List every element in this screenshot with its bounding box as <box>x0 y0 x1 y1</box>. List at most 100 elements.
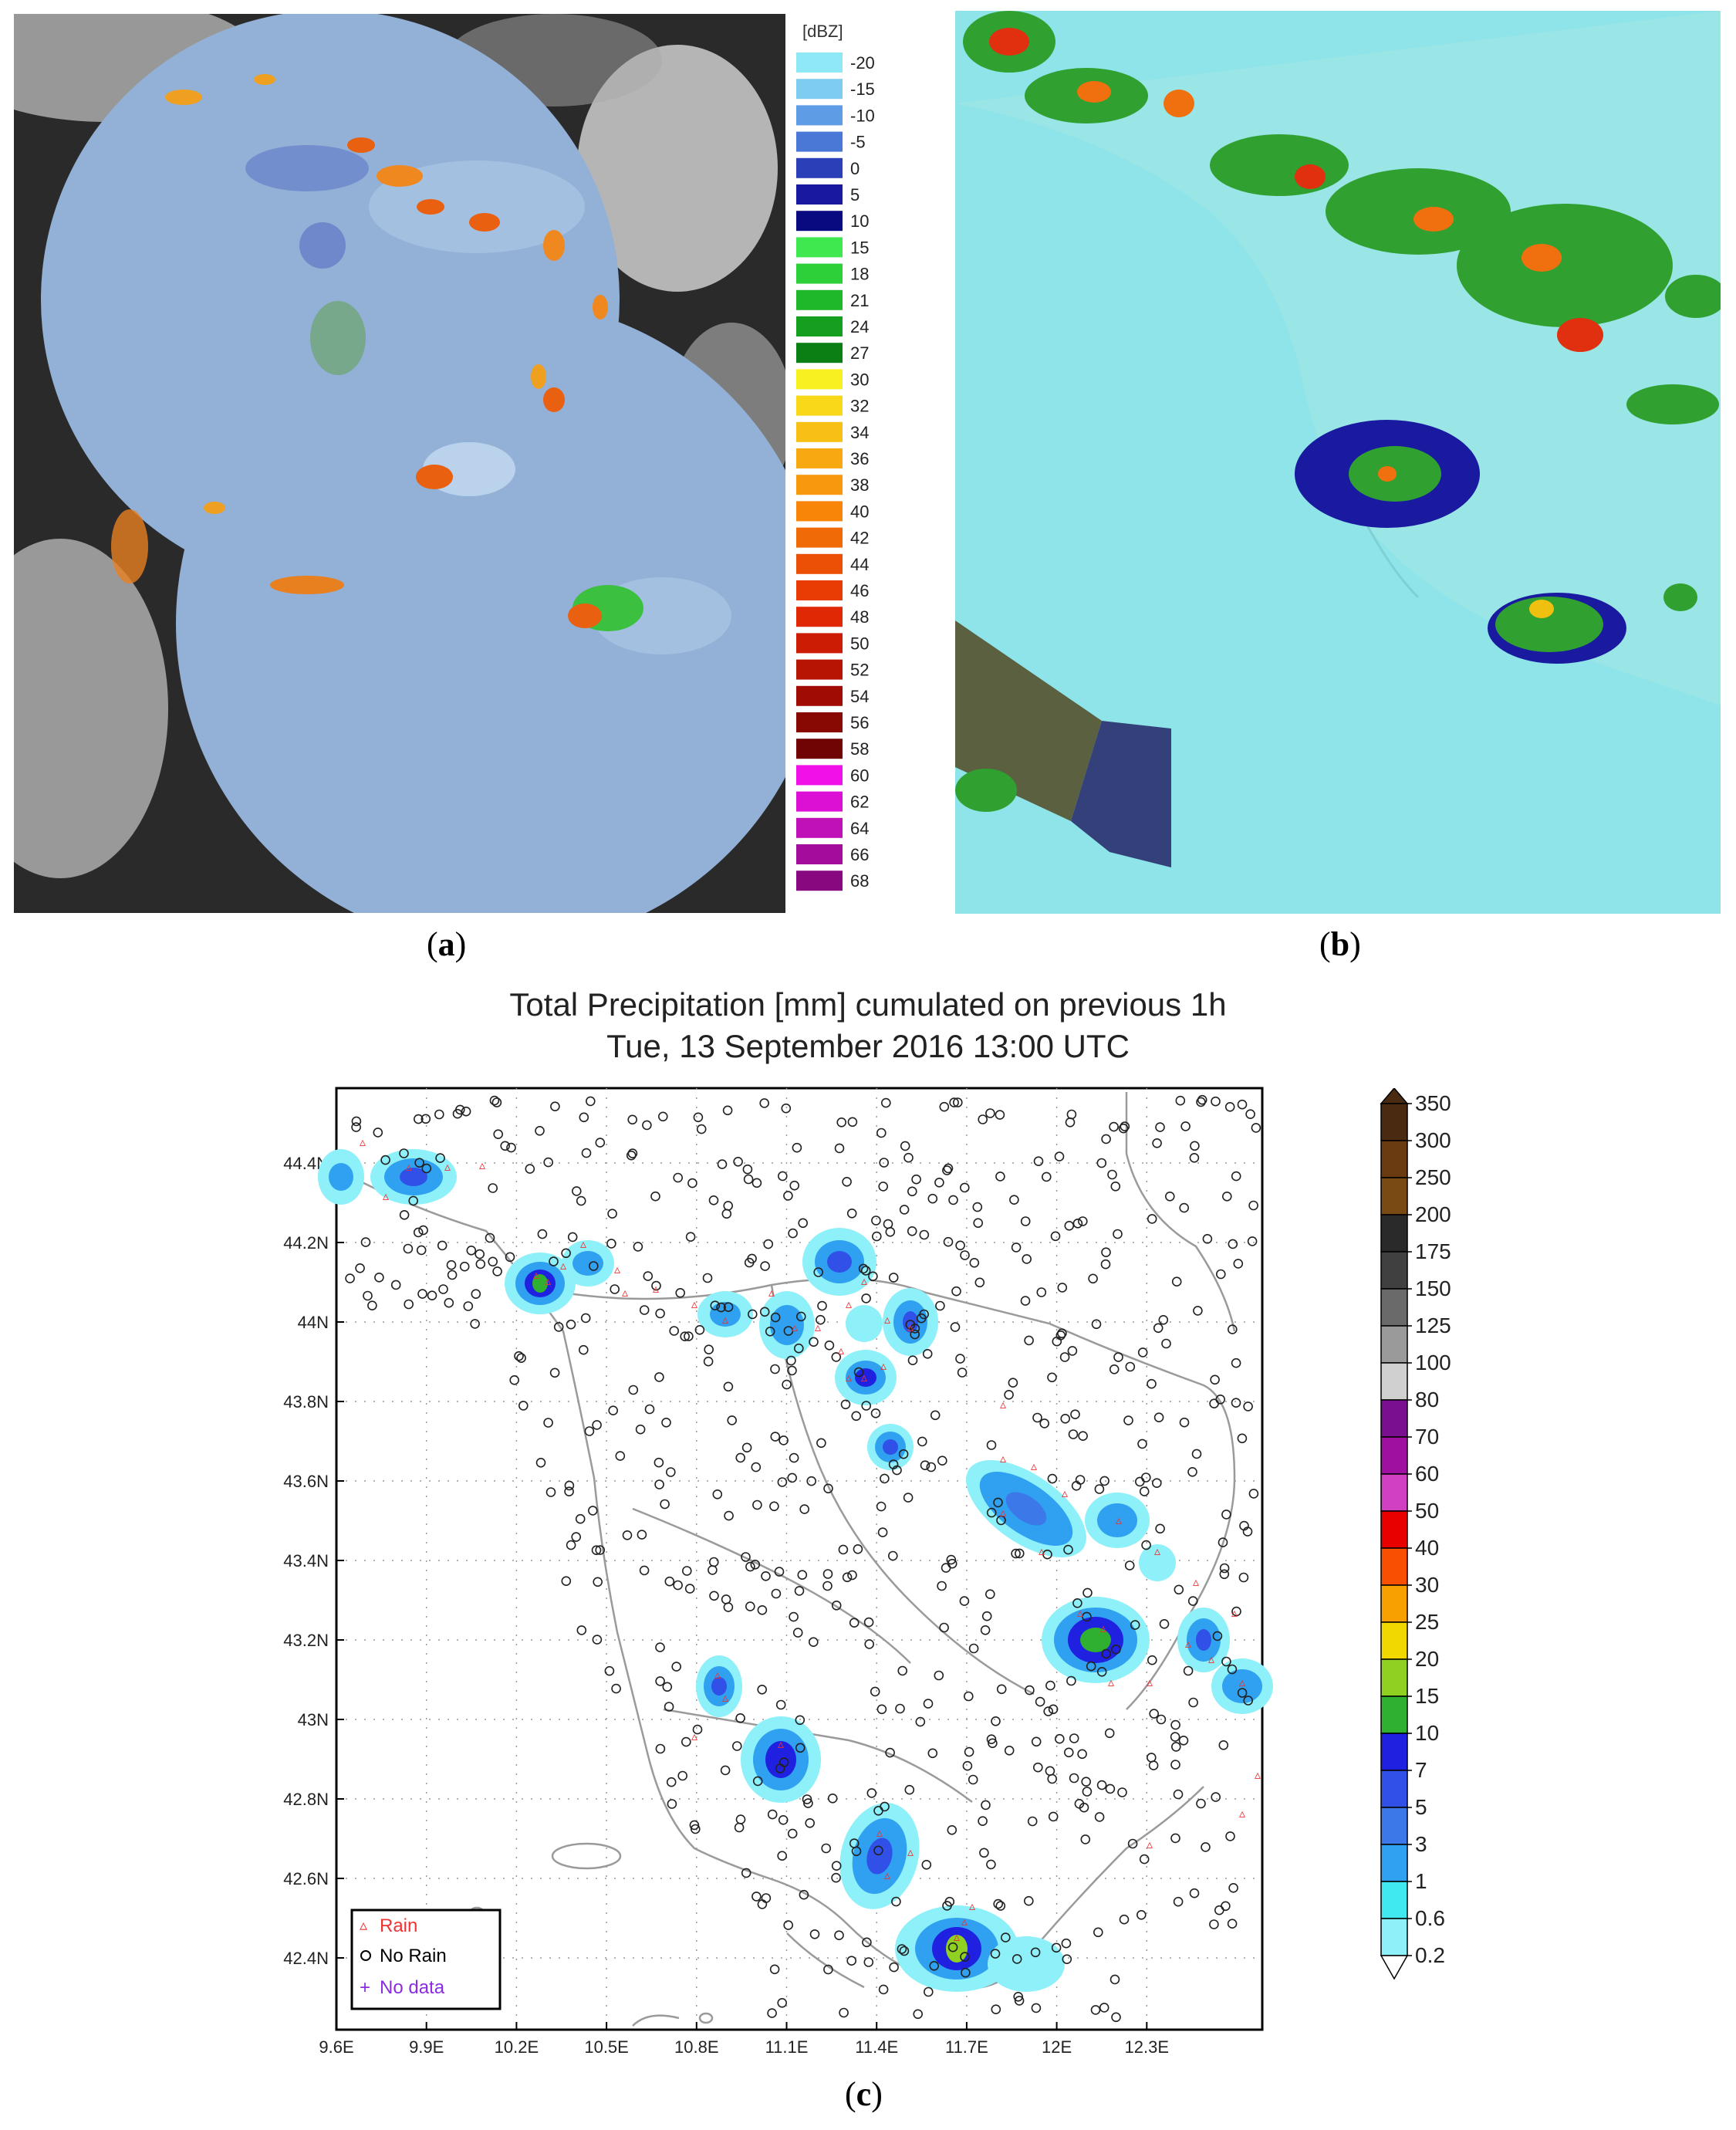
station-no-rain <box>741 1442 752 1453</box>
station-no-rain <box>996 1515 1006 1526</box>
dbz-swatch <box>796 580 843 600</box>
station-no-rain <box>878 1182 889 1192</box>
station-no-rain <box>505 1252 515 1263</box>
station-no-rain <box>770 1432 781 1442</box>
station-no-rain <box>722 1105 733 1116</box>
station-no-rain <box>587 1506 598 1516</box>
station-no-rain <box>1237 1099 1248 1110</box>
x-tick-label: 10.2E <box>495 2037 539 2057</box>
station-no-rain <box>488 1256 498 1267</box>
station-no-rain <box>673 1580 683 1591</box>
station-no-rain <box>655 1676 665 1686</box>
station-no-rain <box>769 1964 780 1975</box>
station-no-rain <box>1159 1618 1170 1629</box>
dbz-label: 38 <box>850 475 869 495</box>
station-no-rain <box>408 1195 418 1206</box>
station-no-rain <box>876 1501 887 1512</box>
station-no-rain <box>420 1114 431 1124</box>
station-no-rain <box>437 1240 448 1251</box>
x-tick-label: 9.6E <box>319 2037 353 2057</box>
station-no-rain <box>717 1159 728 1169</box>
station-no-rain <box>947 1558 958 1569</box>
station-no-rain <box>871 1231 882 1242</box>
station-no-rain <box>345 1273 355 1283</box>
station-no-rain <box>1107 1169 1117 1180</box>
station-no-rain <box>566 1540 576 1550</box>
station-no-rain <box>1067 1346 1078 1356</box>
station-no-rain <box>662 1682 673 1692</box>
station-no-rain <box>470 1319 480 1329</box>
station-no-rain <box>1080 1834 1091 1844</box>
legend-no-data-marker: + <box>360 1977 370 1998</box>
station-no-rain <box>981 1611 992 1621</box>
station-rain: ▵ <box>907 1321 914 1334</box>
station-no-rain <box>821 1843 832 1854</box>
station-no-rain <box>1170 1719 1180 1730</box>
station-no-rain <box>1077 1749 1087 1760</box>
station-no-rain <box>1104 1728 1115 1739</box>
station-no-rain <box>873 1845 883 1856</box>
station-no-rain <box>757 1684 768 1695</box>
station-no-rain <box>723 1302 734 1313</box>
dbz-label: 5 <box>850 185 860 205</box>
station-no-rain <box>1061 1938 1072 1949</box>
station-no-rain <box>1012 1954 1022 1964</box>
station-no-rain <box>1113 1352 1123 1362</box>
station-no-rain <box>584 1426 595 1436</box>
station-no-rain <box>661 1417 671 1428</box>
station-rain: ▵ <box>1208 1653 1214 1666</box>
station-no-rain <box>813 1267 824 1277</box>
station-no-rain <box>913 2009 924 2020</box>
station-no-rain <box>995 1172 1005 1182</box>
station-rain: ▵ <box>722 1314 728 1327</box>
station-no-rain <box>831 1352 842 1362</box>
station-no-rain <box>1201 1842 1211 1852</box>
station-no-rain <box>917 1436 927 1447</box>
station-no-rain <box>778 1435 789 1445</box>
station-no-rain <box>664 1702 674 1712</box>
dbz-label: 21 <box>850 291 869 310</box>
station-no-rain <box>622 1530 633 1540</box>
station-no-rain <box>1082 1787 1093 1797</box>
dbz-label: -10 <box>850 106 875 125</box>
station-no-rain <box>1141 1540 1151 1550</box>
station-no-rain <box>1039 1418 1049 1428</box>
station-rain: ▵ <box>1100 1622 1106 1635</box>
station-no-rain <box>771 1588 782 1599</box>
station-no-rain <box>823 1964 833 1975</box>
station-no-rain <box>595 1545 606 1555</box>
colorbar-swatch <box>1380 1807 1408 1845</box>
station-no-rain <box>853 1543 863 1554</box>
station-no-rain <box>1119 1914 1130 1925</box>
station-no-rain <box>1221 1656 1231 1667</box>
station-no-rain <box>444 1297 454 1308</box>
station-no-rain <box>891 1896 901 1907</box>
station-no-rain <box>1209 1398 1219 1409</box>
station-no-rain <box>778 1814 789 1825</box>
station-no-rain <box>459 1261 470 1272</box>
station-no-rain <box>1036 1287 1047 1297</box>
dbz-label: 15 <box>850 238 869 257</box>
station-no-rain <box>799 1504 810 1514</box>
dbz-label: 46 <box>850 581 869 600</box>
station-no-rain <box>708 1557 719 1567</box>
station-no-rain <box>858 1263 869 1274</box>
dbz-label: 42 <box>850 529 869 548</box>
station-no-rain <box>689 1820 700 1831</box>
station-no-rain <box>795 1311 806 1322</box>
dbz-swatch <box>796 184 843 205</box>
station-no-rain <box>471 1289 481 1300</box>
station-no-rain <box>1070 1409 1080 1420</box>
dbz-swatch <box>796 395 843 416</box>
station-no-rain <box>935 1300 945 1311</box>
station-no-rain <box>767 2008 777 2018</box>
station-no-rain <box>724 1510 734 1521</box>
station-no-rain <box>681 1566 692 1576</box>
station-no-rain <box>585 1096 596 1107</box>
colorbar-label: 5 <box>1415 1795 1427 1819</box>
station-no-rain <box>1052 1336 1062 1347</box>
station-no-rain <box>946 1554 957 1565</box>
station-no-rain <box>1111 2012 1121 2023</box>
radar-map-b <box>955 11 1727 914</box>
station-no-rain <box>735 1712 745 1723</box>
